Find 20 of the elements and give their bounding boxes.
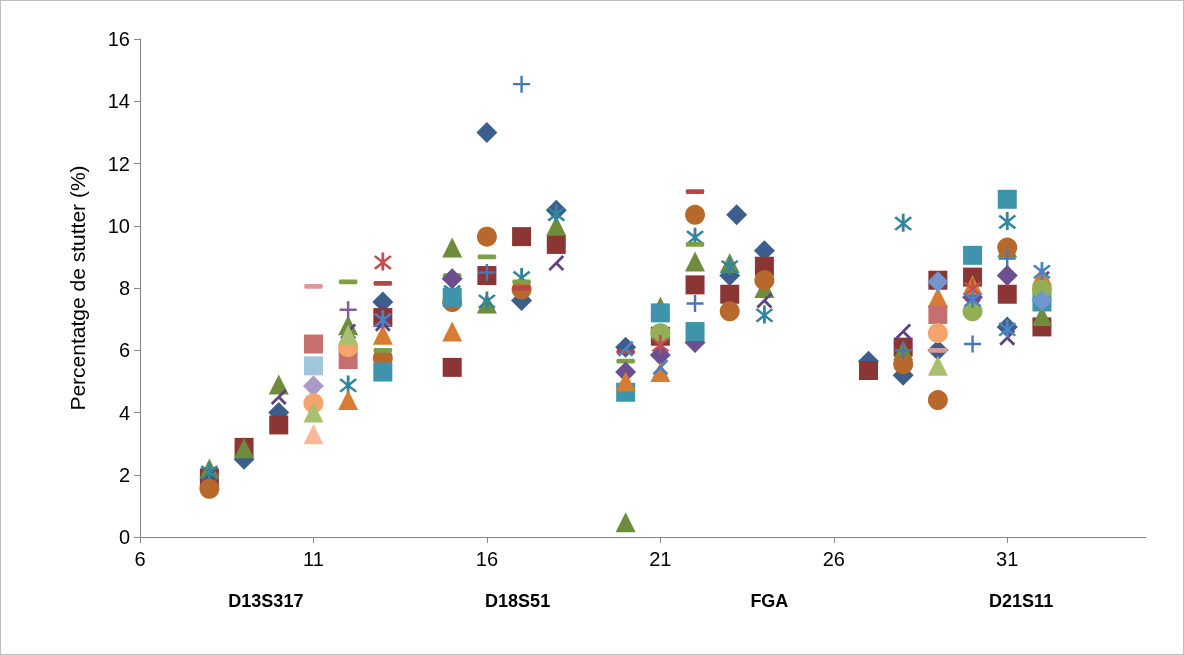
y-tick-label: 14	[107, 90, 130, 113]
text: D21S11	[989, 591, 1054, 611]
x-tick-label: 21	[649, 548, 672, 570]
y-tick-label: 2	[118, 463, 130, 486]
y-tick-label: 4	[118, 401, 130, 424]
x-tick-label: 26	[822, 548, 845, 570]
y-tick-label: 12	[107, 152, 130, 175]
x-tick-label: 11	[303, 548, 324, 570]
x-tick-label: 6	[134, 548, 146, 570]
text: D18S51	[485, 591, 551, 611]
y-tick-label: 0	[118, 526, 130, 548]
y-tick-label: 6	[118, 339, 130, 362]
text: D13S317	[228, 591, 304, 611]
y-tick-label: 16	[107, 28, 130, 50]
x-tick-label: 31	[996, 548, 1019, 570]
y-tick-label: 8	[118, 277, 130, 299]
text: FGA	[750, 591, 789, 611]
y-axis-title: Percentatge de stutter (%)	[66, 165, 89, 411]
x-tick-label: 16	[475, 548, 499, 570]
y-tick-label: 10	[107, 214, 130, 237]
